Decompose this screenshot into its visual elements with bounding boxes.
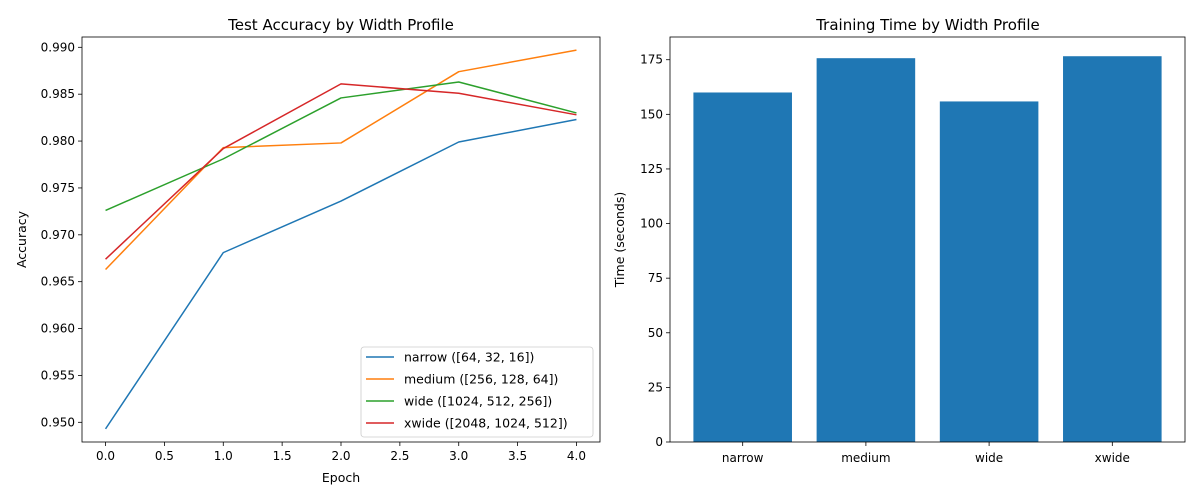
series-line-narrow: [104, 118, 577, 430]
y-tick-label: 0.950: [41, 415, 75, 429]
legend-label: medium ([256, 128, 64]): [404, 372, 558, 387]
y-tick-label: 0.955: [41, 368, 75, 382]
y-tick-label: 125: [640, 162, 663, 176]
y-tick-label: 0.965: [41, 275, 75, 289]
x-tick-label: 1.0: [214, 449, 233, 463]
x-tick-label: 2.0: [331, 449, 350, 463]
line-chart-xlabel: Epoch: [322, 470, 360, 485]
bar-wide: [939, 101, 1039, 443]
bar-chart-frame: [669, 36, 1186, 443]
x-tick-label: 3.5: [508, 449, 527, 463]
y-tick-label: 75: [648, 271, 663, 285]
series-line-wide: [105, 81, 577, 212]
bar-chart-ylabel: Time (seconds): [612, 192, 627, 288]
legend-label: wide ([1024, 512, 256]): [404, 394, 552, 409]
accuracy-line-chart: Test Accuracy by Width Profile 0.0 0.5 1.0…: [14, 16, 601, 485]
y-tick-label: 25: [648, 380, 663, 394]
x-tick-label: narrow: [722, 451, 764, 465]
bar-medium: [816, 58, 916, 442]
y-tick-label: 0.990: [41, 40, 75, 54]
line-chart-ticks: 0.0 0.5 1.0 1.5 2.0 2.5 3.0 3.5 4.0 0.950 0.955 0.9…: [41, 40, 586, 463]
bar-narrow: [693, 92, 792, 442]
bar-xwide: [1063, 56, 1162, 443]
y-tick-label: 0.970: [41, 228, 75, 242]
y-tick-label: 100: [640, 217, 663, 231]
y-tick-label: 0.975: [41, 181, 75, 195]
x-tick-label: 1.5: [273, 449, 292, 463]
legend-frame: [360, 346, 594, 438]
x-tick-label: wide: [975, 451, 1003, 465]
line-chart-legend: narrow ([64, 32, 16]) medium ([256, 128, …: [360, 346, 594, 438]
line-chart-ylabel: Accuracy: [14, 210, 29, 268]
x-tick-label: 3.0: [449, 449, 468, 463]
x-tick-label: 0.0: [96, 449, 115, 463]
bar-chart-ticks: 0 25 50 75 100 125 150 175 narrow medium wide xwide: [640, 53, 1130, 465]
bar-chart-bars: [693, 56, 1162, 443]
x-tick-label: xwide: [1095, 451, 1130, 465]
line-chart-series: [104, 49, 577, 430]
x-tick-label: medium: [841, 451, 890, 465]
line-chart-frame: [81, 36, 601, 443]
y-tick-label: 175: [640, 53, 663, 67]
x-tick-label: 0.5: [155, 449, 174, 463]
y-tick-label: 0.960: [41, 322, 75, 336]
y-tick-label: 0.980: [41, 134, 75, 148]
legend-label: xwide ([2048, 1024, 512]): [404, 416, 568, 431]
y-tick-label: 50: [648, 326, 663, 340]
line-chart-title: Test Accuracy by Width Profile: [227, 16, 454, 34]
y-tick-label: 0.985: [41, 87, 75, 101]
training-time-bar-chart: Training Time by Width Profile 0 25 50 75 10…: [612, 16, 1186, 465]
x-tick-label: 4.0: [567, 449, 586, 463]
y-tick-label: 0: [655, 435, 663, 449]
legend-label: narrow ([64, 32, 16]): [404, 350, 534, 365]
bar-chart-title: Training Time by Width Profile: [815, 16, 1040, 34]
series-line-xwide: [105, 83, 577, 260]
x-tick-label: 2.5: [390, 449, 409, 463]
series-line-medium: [105, 49, 577, 271]
y-tick-label: 150: [640, 107, 663, 121]
